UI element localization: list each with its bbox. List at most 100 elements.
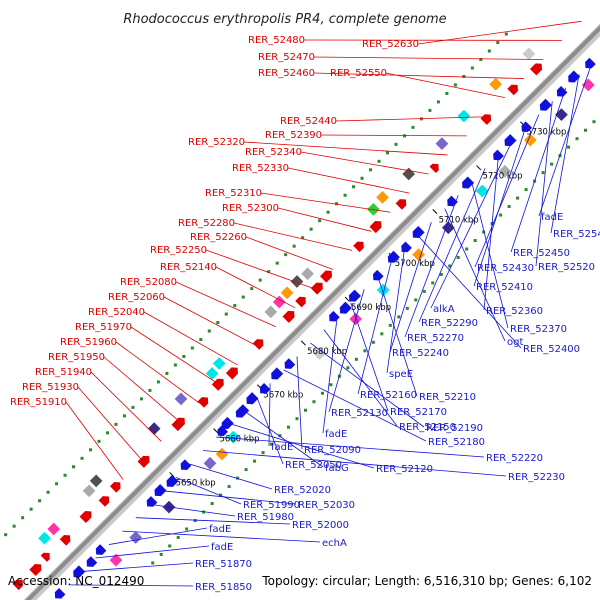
- gc-dot: [292, 244, 296, 248]
- forward-gene-arrow: [252, 339, 264, 350]
- reverse-gene-label: RER_52220: [486, 453, 543, 464]
- gc-dot: [456, 255, 460, 259]
- reverse-gene-label: RER_52290: [421, 318, 478, 329]
- gc-dot: [436, 100, 440, 104]
- reverse-gene-arrow: [235, 404, 250, 418]
- cog-square: [82, 484, 96, 498]
- reverse-label-leader: [149, 503, 236, 517]
- gc-dot: [414, 298, 418, 302]
- gc-dot: [385, 151, 389, 155]
- forward-label-leader: [77, 386, 143, 461]
- gc-dot: [448, 264, 452, 268]
- gc-dot: [286, 425, 290, 429]
- reverse-label-leader: [256, 396, 284, 465]
- gc-dot: [122, 414, 126, 418]
- gc-dot: [567, 145, 571, 149]
- gc-dot: [12, 524, 16, 528]
- scale-tick-label: 5710 kbp: [439, 215, 479, 225]
- reverse-gene-label: RER_52230: [508, 472, 565, 483]
- reverse-gene-arrow: [217, 425, 229, 437]
- reverse-strand-genes: [54, 57, 596, 599]
- forward-gene-label: RER_52310: [205, 188, 262, 199]
- forward-strand-genes: [12, 63, 542, 591]
- forward-gene-arrow: [98, 496, 110, 507]
- reverse-gene-label: RER_52540: [553, 229, 600, 240]
- cog-square: [205, 367, 219, 380]
- scale-tick-mark: [476, 165, 482, 171]
- gc-dot: [233, 304, 237, 308]
- reverse-gene-label: RER_51990: [243, 500, 300, 511]
- cog-square: [89, 474, 103, 488]
- forward-gene-arrow: [29, 564, 42, 577]
- forward-label-leader: [215, 266, 296, 309]
- gc-dot: [227, 485, 231, 489]
- reverse-gene-arrow: [259, 382, 271, 394]
- gc-dot: [46, 490, 50, 494]
- forward-gene-arrow: [79, 510, 92, 523]
- gc-dot: [524, 188, 528, 192]
- forward-label-leader: [300, 151, 429, 175]
- reverse-gene-arrow: [246, 392, 259, 405]
- forward-gene-label: RER_51930: [22, 382, 79, 393]
- forward-label-leader: [260, 192, 391, 213]
- forward-label-leader: [175, 281, 276, 328]
- forward-gene-arrow: [197, 397, 209, 408]
- cog-square: [313, 347, 326, 361]
- forward-gene-label: RER_52440: [280, 116, 337, 127]
- gc-dot: [583, 128, 587, 132]
- gc-dot: [335, 202, 339, 206]
- gc-dot: [105, 431, 109, 435]
- reverse-gene-arrow: [372, 269, 384, 281]
- gc-dot: [394, 142, 398, 146]
- forward-gene-arrow: [429, 163, 439, 173]
- cog-square: [212, 357, 226, 370]
- gc-dot: [185, 527, 189, 531]
- forward-gene-labels: RER_52630 RER_52480 RER_52470 RER_52460 RER_…: [10, 20, 582, 480]
- reverse-gene-label: RER_52370: [510, 324, 567, 335]
- gc-dot: [131, 405, 135, 409]
- reverse-gene-label: echA: [322, 538, 347, 549]
- reverse-gene-arrow: [556, 86, 568, 97]
- forward-gene-arrow: [369, 221, 382, 234]
- forward-gene-arrow: [12, 579, 23, 591]
- gc-dot: [89, 448, 93, 452]
- cog-square: [272, 295, 286, 309]
- cog-square: [174, 392, 188, 406]
- reverse-label-leader: [81, 562, 194, 572]
- gc-dot: [21, 516, 25, 520]
- forward-label-leader: [313, 72, 524, 79]
- gc-dot: [592, 120, 596, 124]
- gc-dot: [575, 137, 579, 141]
- scale-tick-label: 5680 kbp: [307, 347, 347, 357]
- cog-square: [215, 447, 229, 461]
- reverse-gene-label: ogt: [507, 337, 523, 348]
- gc-dot: [428, 108, 432, 112]
- gc-dot: [190, 346, 194, 350]
- gc-dot: [473, 239, 477, 243]
- scale-tick-mark: [300, 340, 306, 346]
- reverse-gene-label: RER_52180: [428, 437, 485, 448]
- gc-dot: [377, 159, 381, 163]
- gc-dot: [278, 434, 282, 438]
- forward-label-leader: [115, 341, 200, 404]
- cog-square: [38, 531, 51, 545]
- reverse-gene-label: RER_52030: [298, 500, 355, 511]
- gc-dot: [496, 41, 500, 45]
- reverse-label-leader: [535, 101, 553, 267]
- gc-dot: [38, 499, 42, 503]
- gc-dot: [465, 247, 469, 251]
- forward-label-leader: [130, 326, 219, 385]
- forward-gene-label: RER_52250: [150, 245, 207, 256]
- reverse-gene-labels: fadE RER_52540 RER_52450 RER_52520 RER_52430…: [68, 60, 600, 593]
- forward-label-leader: [205, 249, 315, 289]
- gc-dot: [250, 287, 254, 291]
- reverse-gene-arrow: [585, 57, 596, 69]
- forward-gene-arrow: [319, 270, 332, 283]
- gc-dot: [207, 329, 211, 333]
- reverse-gene-arrow: [539, 98, 552, 111]
- forward-gene-label: RER_52470: [258, 52, 315, 63]
- forward-gene-label: RER_51910: [10, 397, 67, 408]
- reverse-label-leader: [444, 208, 506, 342]
